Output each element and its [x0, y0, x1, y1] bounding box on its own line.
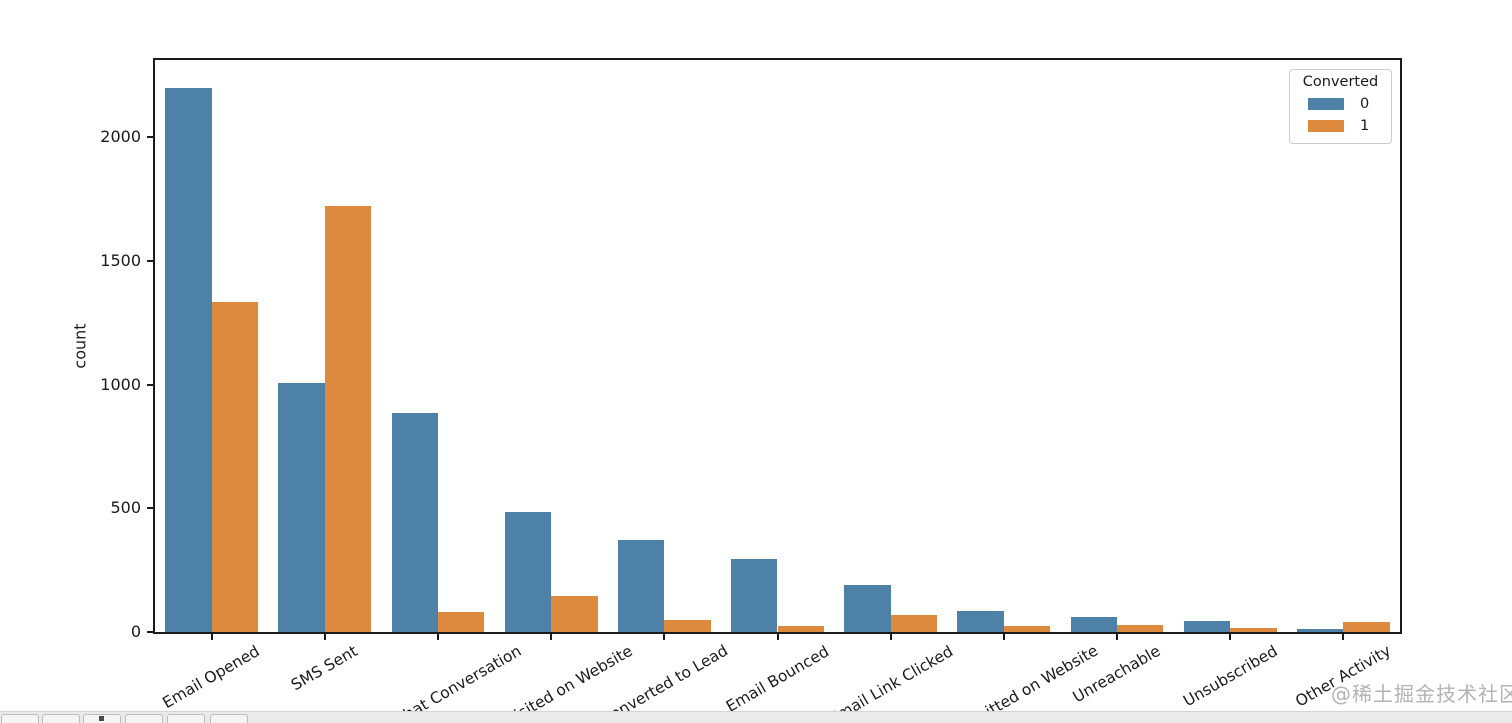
toolbar-button[interactable] [125, 714, 163, 723]
x-tick [550, 634, 553, 640]
y-tick-label: 1500 [100, 250, 141, 270]
x-tick [776, 634, 779, 640]
x-tick [436, 634, 439, 640]
toolbar-button-icon [99, 716, 104, 721]
x-tick [889, 634, 892, 640]
x-tick [1002, 634, 1005, 640]
x-tick [663, 634, 666, 640]
x-tick [1342, 634, 1345, 640]
bar [391, 413, 438, 632]
bar [1070, 617, 1118, 632]
x-tick [323, 634, 326, 640]
legend-item: 1 [1290, 115, 1391, 137]
legend-item-label: 1 [1360, 118, 1370, 134]
bar [437, 612, 485, 632]
bar [890, 614, 938, 632]
x-tick-label: Email Bounced [722, 642, 832, 716]
bar [504, 512, 552, 632]
x-tick [1229, 634, 1232, 640]
y-tick-label: 2000 [100, 127, 141, 147]
x-tick-label: SMS Sent [288, 641, 361, 695]
y-tick-label: 500 [110, 498, 141, 518]
legend-swatch [1308, 98, 1344, 110]
bar [664, 619, 711, 632]
legend-item-label: 0 [1360, 96, 1370, 112]
y-tick [147, 631, 153, 633]
x-tick [1116, 634, 1119, 640]
y-tick-label: 0 [130, 622, 141, 641]
x-tick [210, 634, 213, 640]
legend-title: Converted [1302, 74, 1379, 90]
bar [1297, 629, 1344, 632]
legend-swatch [1308, 120, 1344, 132]
x-tick-label: Email Opened [159, 642, 263, 713]
bar [1183, 620, 1231, 632]
y-axis-title: count [70, 323, 90, 369]
bar [957, 610, 1004, 632]
bar [551, 596, 598, 632]
y-tick [147, 259, 153, 262]
watermark: @稀土掘金技术社区 [1331, 682, 1512, 706]
y-tick [147, 507, 153, 510]
bar [278, 383, 325, 632]
legend-item: 0 [1290, 93, 1391, 115]
toolbar-button[interactable] [210, 714, 248, 723]
y-tick-label: 1000 [100, 374, 141, 394]
bar [1117, 624, 1164, 632]
bar [165, 87, 212, 632]
bar [1230, 628, 1277, 632]
toolbar-button[interactable] [42, 714, 80, 723]
y-tick [147, 136, 153, 139]
bar [777, 625, 824, 632]
y-tick [147, 383, 153, 386]
bar [211, 301, 258, 632]
bar [844, 584, 891, 632]
toolbar-button[interactable] [1, 714, 39, 723]
bar [731, 559, 778, 632]
bar [324, 206, 372, 632]
bottom-toolbar [0, 711, 1512, 723]
toolbar-button[interactable] [83, 714, 121, 723]
axes-frame [153, 58, 1402, 634]
x-tick-label: Unsubscribed [1180, 641, 1281, 711]
bar [617, 540, 665, 632]
bar [1003, 625, 1051, 632]
toolbar-button[interactable] [167, 714, 205, 723]
bar [1343, 622, 1390, 632]
